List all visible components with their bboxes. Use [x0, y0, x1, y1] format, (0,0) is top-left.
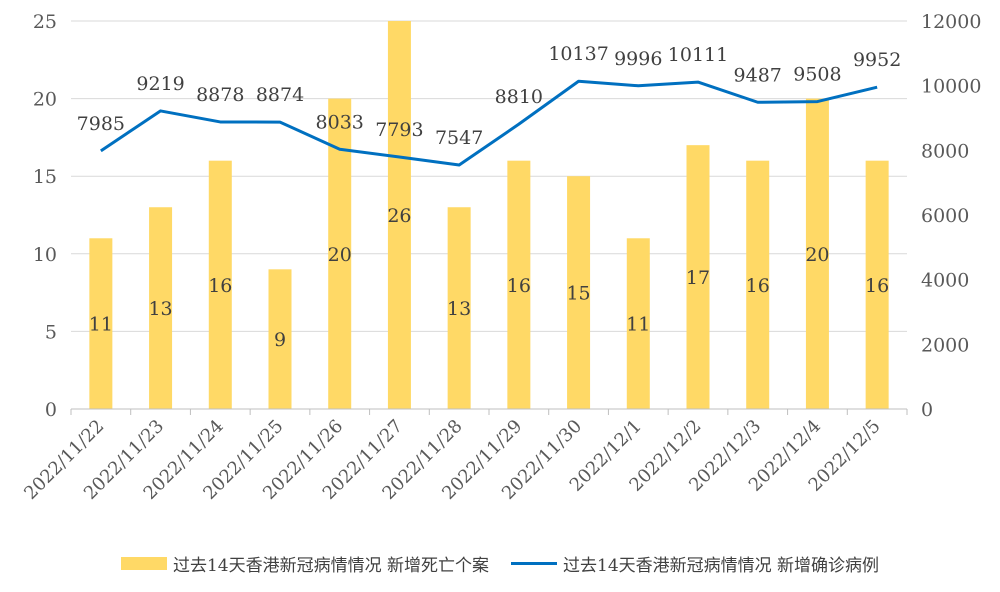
right-tick-label: 4000 [921, 270, 969, 292]
bar [89, 238, 113, 409]
legend-bar-swatch [120, 556, 167, 570]
right-axis-ticks: 0 2000 4000 6000 8000 10000 12000 [921, 11, 981, 421]
bar-data-label: 26 [387, 205, 411, 227]
bar-data-labels: 11 13 16 9 20 26 13 16 15 11 17 16 20 16 [89, 205, 889, 351]
legend-line-swatch [511, 561, 557, 565]
bar [746, 160, 770, 409]
right-tick-label: 2000 [921, 334, 969, 356]
legend-label-deaths: 过去14天香港新冠病情情况 新增死亡个案 [172, 555, 489, 576]
line-data-label: 8878 [196, 84, 244, 106]
bar [686, 145, 710, 409]
right-tick-label: 0 [921, 399, 933, 421]
legend-item-deaths: 过去14天香港新冠病情情况 新增死亡个案 [120, 551, 489, 576]
bar [387, 21, 411, 409]
line-data-label: 7793 [375, 119, 423, 141]
combo-chart: 11 13 16 9 20 26 13 16 15 11 17 16 20 16 7985 9219 8878… [20, 11, 981, 504]
line-data-label: 8810 [495, 86, 543, 108]
bar-data-label: 9 [274, 329, 286, 351]
line-data-label: 10137 [548, 43, 608, 65]
line-data-label: 9952 [853, 49, 901, 71]
right-tick-label: 12000 [921, 11, 981, 33]
line-data-label: 7985 [77, 113, 125, 135]
bar [507, 160, 531, 409]
line-data-label: 9996 [614, 48, 662, 70]
bar-data-label: 13 [148, 298, 172, 320]
left-axis-ticks: 0 5 10 15 20 25 [33, 11, 57, 421]
left-tick-label: 5 [45, 321, 57, 343]
bar [865, 160, 889, 409]
line-data-label: 10111 [668, 44, 728, 66]
x-axis: 2022/11/222022/11/232022/11/242022/11/25… [20, 408, 908, 504]
bar-data-label: 20 [328, 244, 352, 266]
bar [567, 176, 591, 409]
bar-series [89, 21, 889, 409]
bar [328, 98, 352, 409]
bar [626, 238, 650, 409]
left-tick-label: 25 [33, 11, 57, 33]
bar-data-label: 16 [746, 275, 770, 297]
right-tick-label: 10000 [921, 76, 981, 98]
bar [268, 269, 292, 409]
right-tick-label: 8000 [921, 140, 969, 162]
bar-data-label: 16 [865, 275, 889, 297]
left-tick-label: 15 [33, 166, 57, 188]
bar-data-label: 17 [686, 267, 710, 289]
left-tick-label: 0 [45, 399, 57, 421]
bar-data-label: 16 [208, 275, 232, 297]
bar [805, 98, 829, 409]
legend: 过去14天香港新冠病情情况 新增死亡个案 过去14天香港新冠病情情况 新增确诊病… [0, 548, 1000, 578]
bar-data-label: 20 [805, 244, 829, 266]
bar-data-label: 13 [447, 298, 471, 320]
legend-label-cases: 过去14天香港新冠病情情况 新增确诊病例 [563, 555, 880, 576]
legend-item-cases: 过去14天香港新冠病情情况 新增确诊病例 [511, 551, 879, 576]
line-data-label: 9487 [734, 64, 782, 86]
right-tick-label: 6000 [921, 205, 969, 227]
line-data-label: 9219 [136, 73, 184, 95]
bar-data-label: 11 [89, 314, 113, 336]
bar-data-label: 15 [566, 283, 590, 305]
line-series [100, 79, 878, 167]
line-data-label: 9508 [793, 64, 841, 86]
bar [149, 207, 173, 409]
line-data-label: 8033 [316, 111, 364, 133]
left-tick-label: 20 [33, 89, 57, 111]
bar [208, 160, 232, 409]
bar [447, 207, 471, 409]
bar-data-label: 11 [626, 314, 650, 336]
line-data-label: 7547 [435, 127, 483, 149]
line-path [100, 79, 878, 167]
left-tick-label: 10 [33, 244, 57, 266]
line-data-label: 8874 [256, 84, 304, 106]
bar-data-label: 16 [507, 275, 531, 297]
